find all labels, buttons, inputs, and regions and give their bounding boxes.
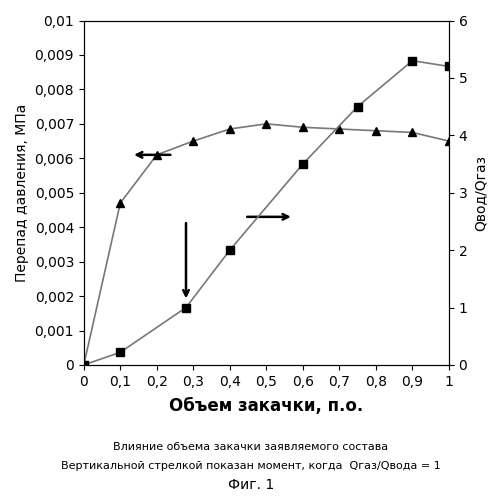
- Text: Фиг. 1: Фиг. 1: [227, 478, 274, 492]
- Y-axis label: Qвод/Qгаз: Qвод/Qгаз: [472, 154, 486, 230]
- Text: Вертикальной стрелкой показан момент, когда  Qгаз/Qвода = 1: Вертикальной стрелкой показан момент, ко…: [61, 461, 440, 471]
- Text: Влияние объема закачки заявляемого состава: Влияние объема закачки заявляемого соста…: [113, 442, 388, 452]
- X-axis label: Объем закачки, п.о.: Объем закачки, п.о.: [169, 397, 363, 415]
- Y-axis label: Перепад давления, МПа: Перепад давления, МПа: [15, 104, 29, 282]
